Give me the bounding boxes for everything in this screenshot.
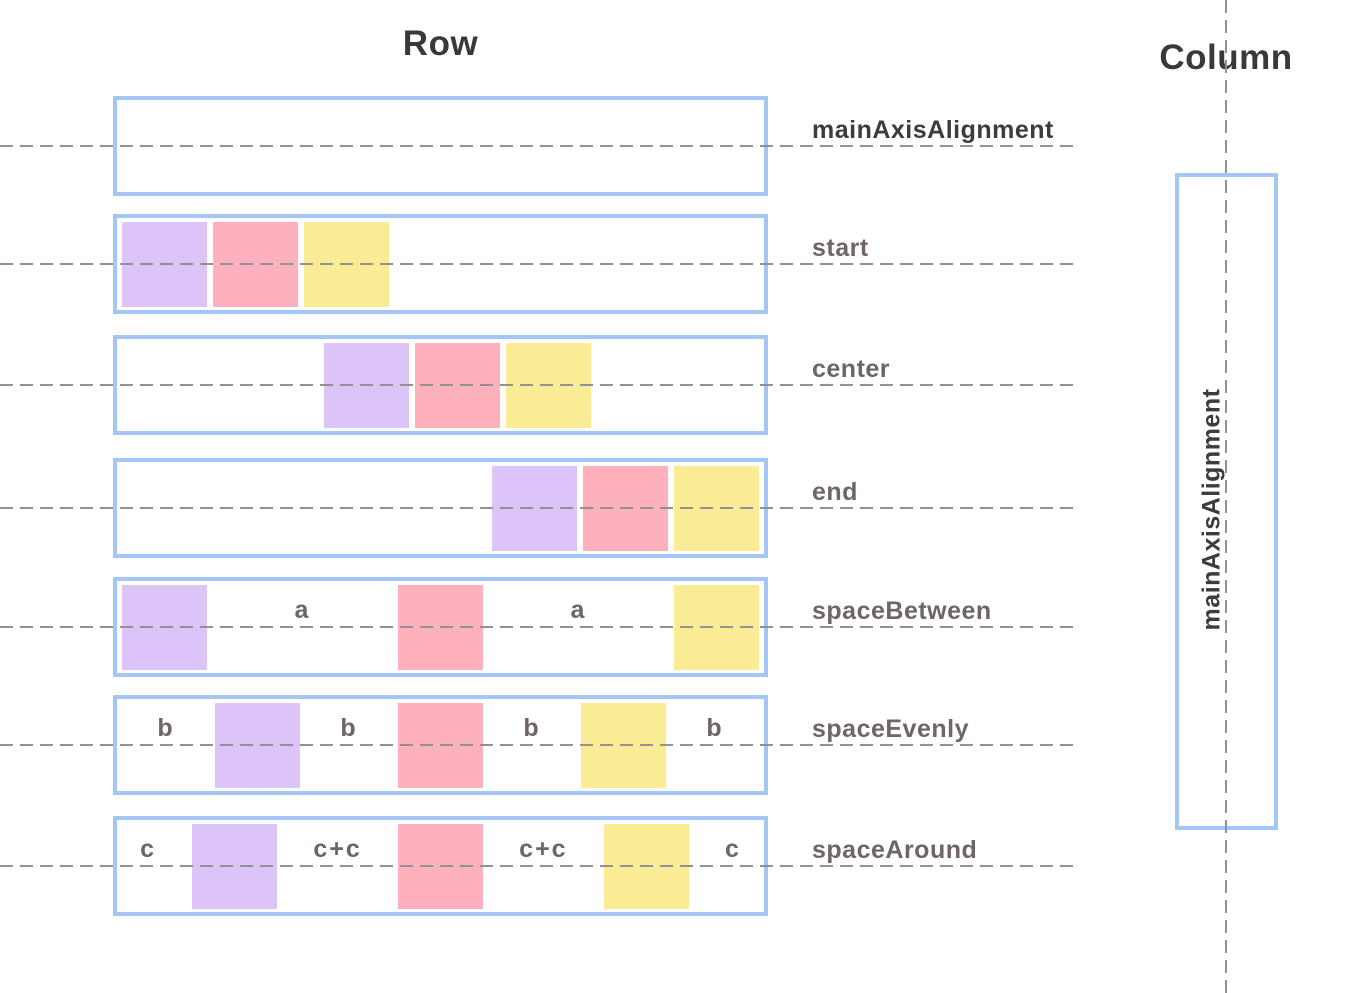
gap-label: b xyxy=(523,713,541,742)
row-label-start: start xyxy=(812,234,869,262)
row-label-spacearound: spaceAround xyxy=(812,836,978,864)
axis-dashed-line xyxy=(0,507,1075,509)
gap-label: c+c xyxy=(519,834,568,863)
row-label-mainaxisalignment: mainAxisAlignment xyxy=(812,116,1054,144)
axis-dashed-line xyxy=(0,384,1075,386)
axis-dashed-line xyxy=(0,865,1075,867)
row-label-spacebetween: spaceBetween xyxy=(812,597,992,625)
row-label-center: center xyxy=(812,355,891,383)
gap-label: b xyxy=(706,713,724,742)
axis-dashed-line xyxy=(0,626,1075,628)
axis-dashed-line xyxy=(0,744,1075,746)
gap-label: a xyxy=(294,595,311,624)
gap-label: a xyxy=(570,595,587,624)
row-section-title: Row xyxy=(402,24,479,63)
axis-dashed-line xyxy=(0,145,1075,147)
axis-dashed-line xyxy=(0,263,1075,265)
column-axis-dashed-line xyxy=(1225,0,1227,993)
gap-label: b xyxy=(340,713,358,742)
column-box-label: mainAxisAlignment xyxy=(1197,388,1225,631)
row-label-end: end xyxy=(812,478,858,506)
gap-label: c xyxy=(140,834,156,863)
row-label-spaceevenly: spaceEvenly xyxy=(812,715,969,743)
gap-label: c xyxy=(724,834,741,863)
gap-label: c+c xyxy=(313,834,362,863)
gap-label: b xyxy=(157,713,175,742)
